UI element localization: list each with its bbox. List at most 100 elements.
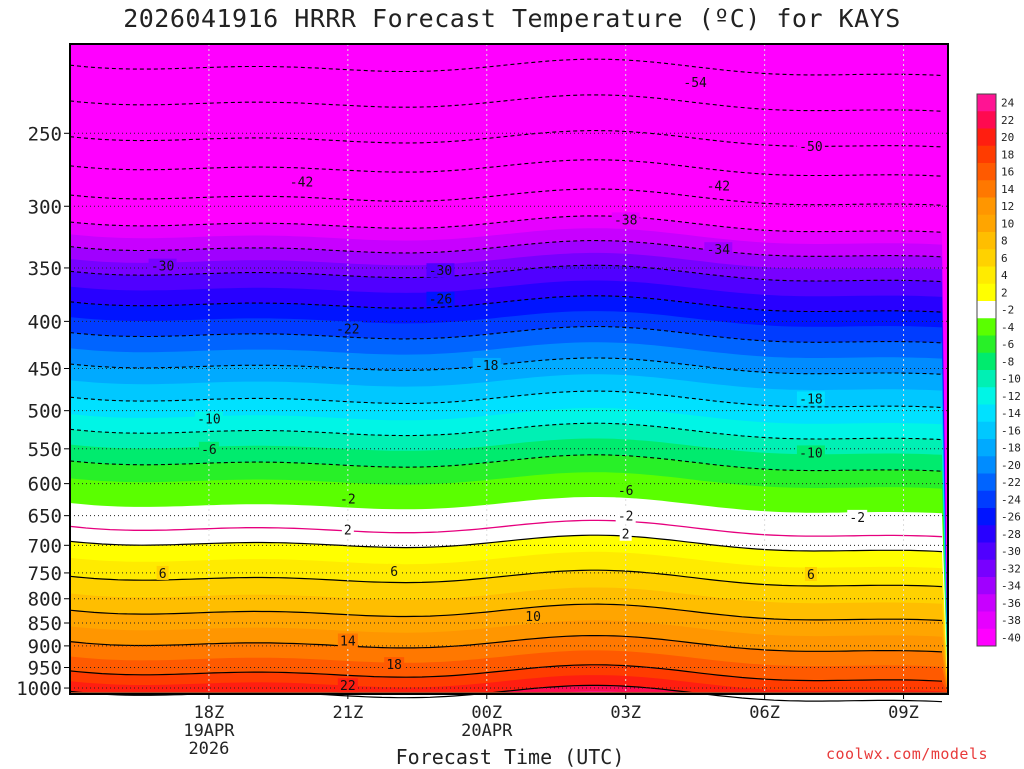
y-tick-label: 900 — [28, 636, 62, 658]
colorbar-label: 22 — [1001, 114, 1014, 127]
y-tick-label: 250 — [28, 123, 62, 145]
colorbar-swatch — [977, 577, 996, 595]
y-tick-label: 950 — [28, 658, 62, 680]
colorbar-label: 6 — [1001, 252, 1008, 265]
colorbar-label: -12 — [1001, 390, 1021, 403]
colorbar-swatch — [977, 542, 996, 561]
colorbar-label: -30 — [1001, 545, 1021, 558]
colorbar-swatch — [977, 456, 996, 474]
isotherm-line — [69, 215, 943, 233]
contour-label-bg — [523, 608, 544, 623]
colorbar-label: -40 — [1001, 631, 1021, 644]
x-tick-label: 03Z — [610, 703, 641, 723]
colorbar-swatch — [977, 180, 996, 198]
colorbar-label: -24 — [1001, 493, 1021, 506]
isotherm-line — [69, 357, 943, 375]
colorbar-swatch — [977, 145, 996, 164]
contour-label: -10 — [197, 413, 220, 428]
colorbar-swatch — [977, 387, 996, 405]
contour-label-bg — [804, 566, 817, 581]
contour-label: -6 — [201, 443, 217, 458]
chart-title: 2026041916 HRRR Forecast Temperature (ºC… — [123, 4, 901, 33]
colorbar-swatch — [977, 525, 996, 543]
contour-label-bg — [704, 242, 733, 257]
colorbar-swatch — [977, 559, 996, 578]
grid-lines — [70, 44, 948, 694]
contour-label: -6 — [618, 484, 634, 499]
isotherm-line — [69, 454, 943, 472]
isotherm-line — [69, 422, 943, 441]
contour-label-bg — [704, 178, 733, 193]
contour-label: 18 — [386, 658, 402, 673]
isotherm-line — [69, 664, 943, 682]
x-tick-label: 09Z — [888, 703, 919, 723]
contour-label: -26 — [429, 293, 452, 308]
colorbar-label: -36 — [1001, 597, 1021, 610]
contour-label-bg — [426, 291, 455, 306]
colorbar-swatch — [977, 473, 996, 492]
colorbar-swatch — [977, 197, 996, 216]
contour-label-bg — [796, 445, 825, 460]
contour-label: -50 — [799, 140, 822, 155]
contour-label: -38 — [614, 213, 637, 228]
colorbar-label: 24 — [1001, 97, 1015, 110]
contour-label-bg — [287, 174, 316, 189]
y-tick-label: 650 — [28, 506, 62, 528]
contour-label-bg — [156, 565, 169, 580]
isotherm-line — [69, 325, 943, 344]
isotherm-line — [69, 159, 943, 177]
colorbar-swatch — [977, 508, 996, 526]
colorbar-label: -14 — [1001, 407, 1021, 420]
y-tick-label: 750 — [28, 563, 62, 585]
contour-label-bg — [611, 212, 640, 227]
contour-label: 6 — [159, 567, 167, 582]
contour-label: 10 — [525, 610, 541, 625]
y-tick-label: 400 — [28, 311, 62, 333]
colorbar-swatch — [977, 370, 996, 388]
colorbar-swatch — [977, 421, 996, 440]
colorbar-label: -26 — [1001, 511, 1021, 524]
contour-label-bg — [847, 509, 868, 524]
contour-label: 2 — [344, 524, 352, 539]
colorbar-swatch — [977, 249, 996, 267]
y-tick-label: 350 — [28, 258, 62, 280]
x-axis-title: Forecast Time (UTC) — [395, 745, 625, 769]
isotherm-line — [69, 94, 943, 112]
isotherm-line — [69, 390, 943, 409]
colorbar-label: 2 — [1001, 286, 1008, 299]
contour-label: -10 — [799, 446, 822, 461]
colorbar-swatch — [977, 628, 996, 647]
y-tick-label: 600 — [28, 474, 62, 496]
contour-label-bg — [796, 138, 825, 153]
colorbar-swatch — [977, 94, 996, 112]
colorbar-swatch — [977, 404, 996, 423]
colorbar-swatch — [977, 352, 996, 371]
colorbar-label: 8 — [1001, 235, 1008, 248]
isotherm-line — [69, 58, 943, 77]
isotherm-line — [69, 603, 943, 622]
contour-label-bg — [384, 657, 405, 672]
contour-label: 14 — [340, 635, 356, 650]
y-axis: 2503003504004505005506006507007508008509… — [16, 123, 70, 700]
isotherm-line — [69, 130, 943, 148]
y-tick-label: 550 — [28, 439, 62, 461]
contour-label: -30 — [429, 264, 452, 279]
contour-label-bg — [198, 441, 219, 456]
contour-label-bg — [615, 508, 636, 523]
colorbar-label: -16 — [1001, 424, 1021, 437]
y-tick-label: 800 — [28, 589, 62, 611]
y-tick-label: 850 — [28, 613, 62, 635]
x-tick-label: 20APR — [461, 721, 513, 741]
isotherm-line — [69, 240, 943, 258]
colorbar-swatch — [977, 111, 996, 129]
colorbar-label: 16 — [1001, 166, 1014, 179]
contour-label: -2 — [618, 510, 634, 525]
contour-label-bg — [194, 411, 223, 426]
colorbar-swatch — [977, 594, 996, 612]
contour-label: -42 — [707, 180, 730, 195]
contour-label-bg — [619, 526, 632, 541]
contour-lines — [69, 58, 943, 703]
y-tick-label: 1000 — [16, 678, 62, 700]
